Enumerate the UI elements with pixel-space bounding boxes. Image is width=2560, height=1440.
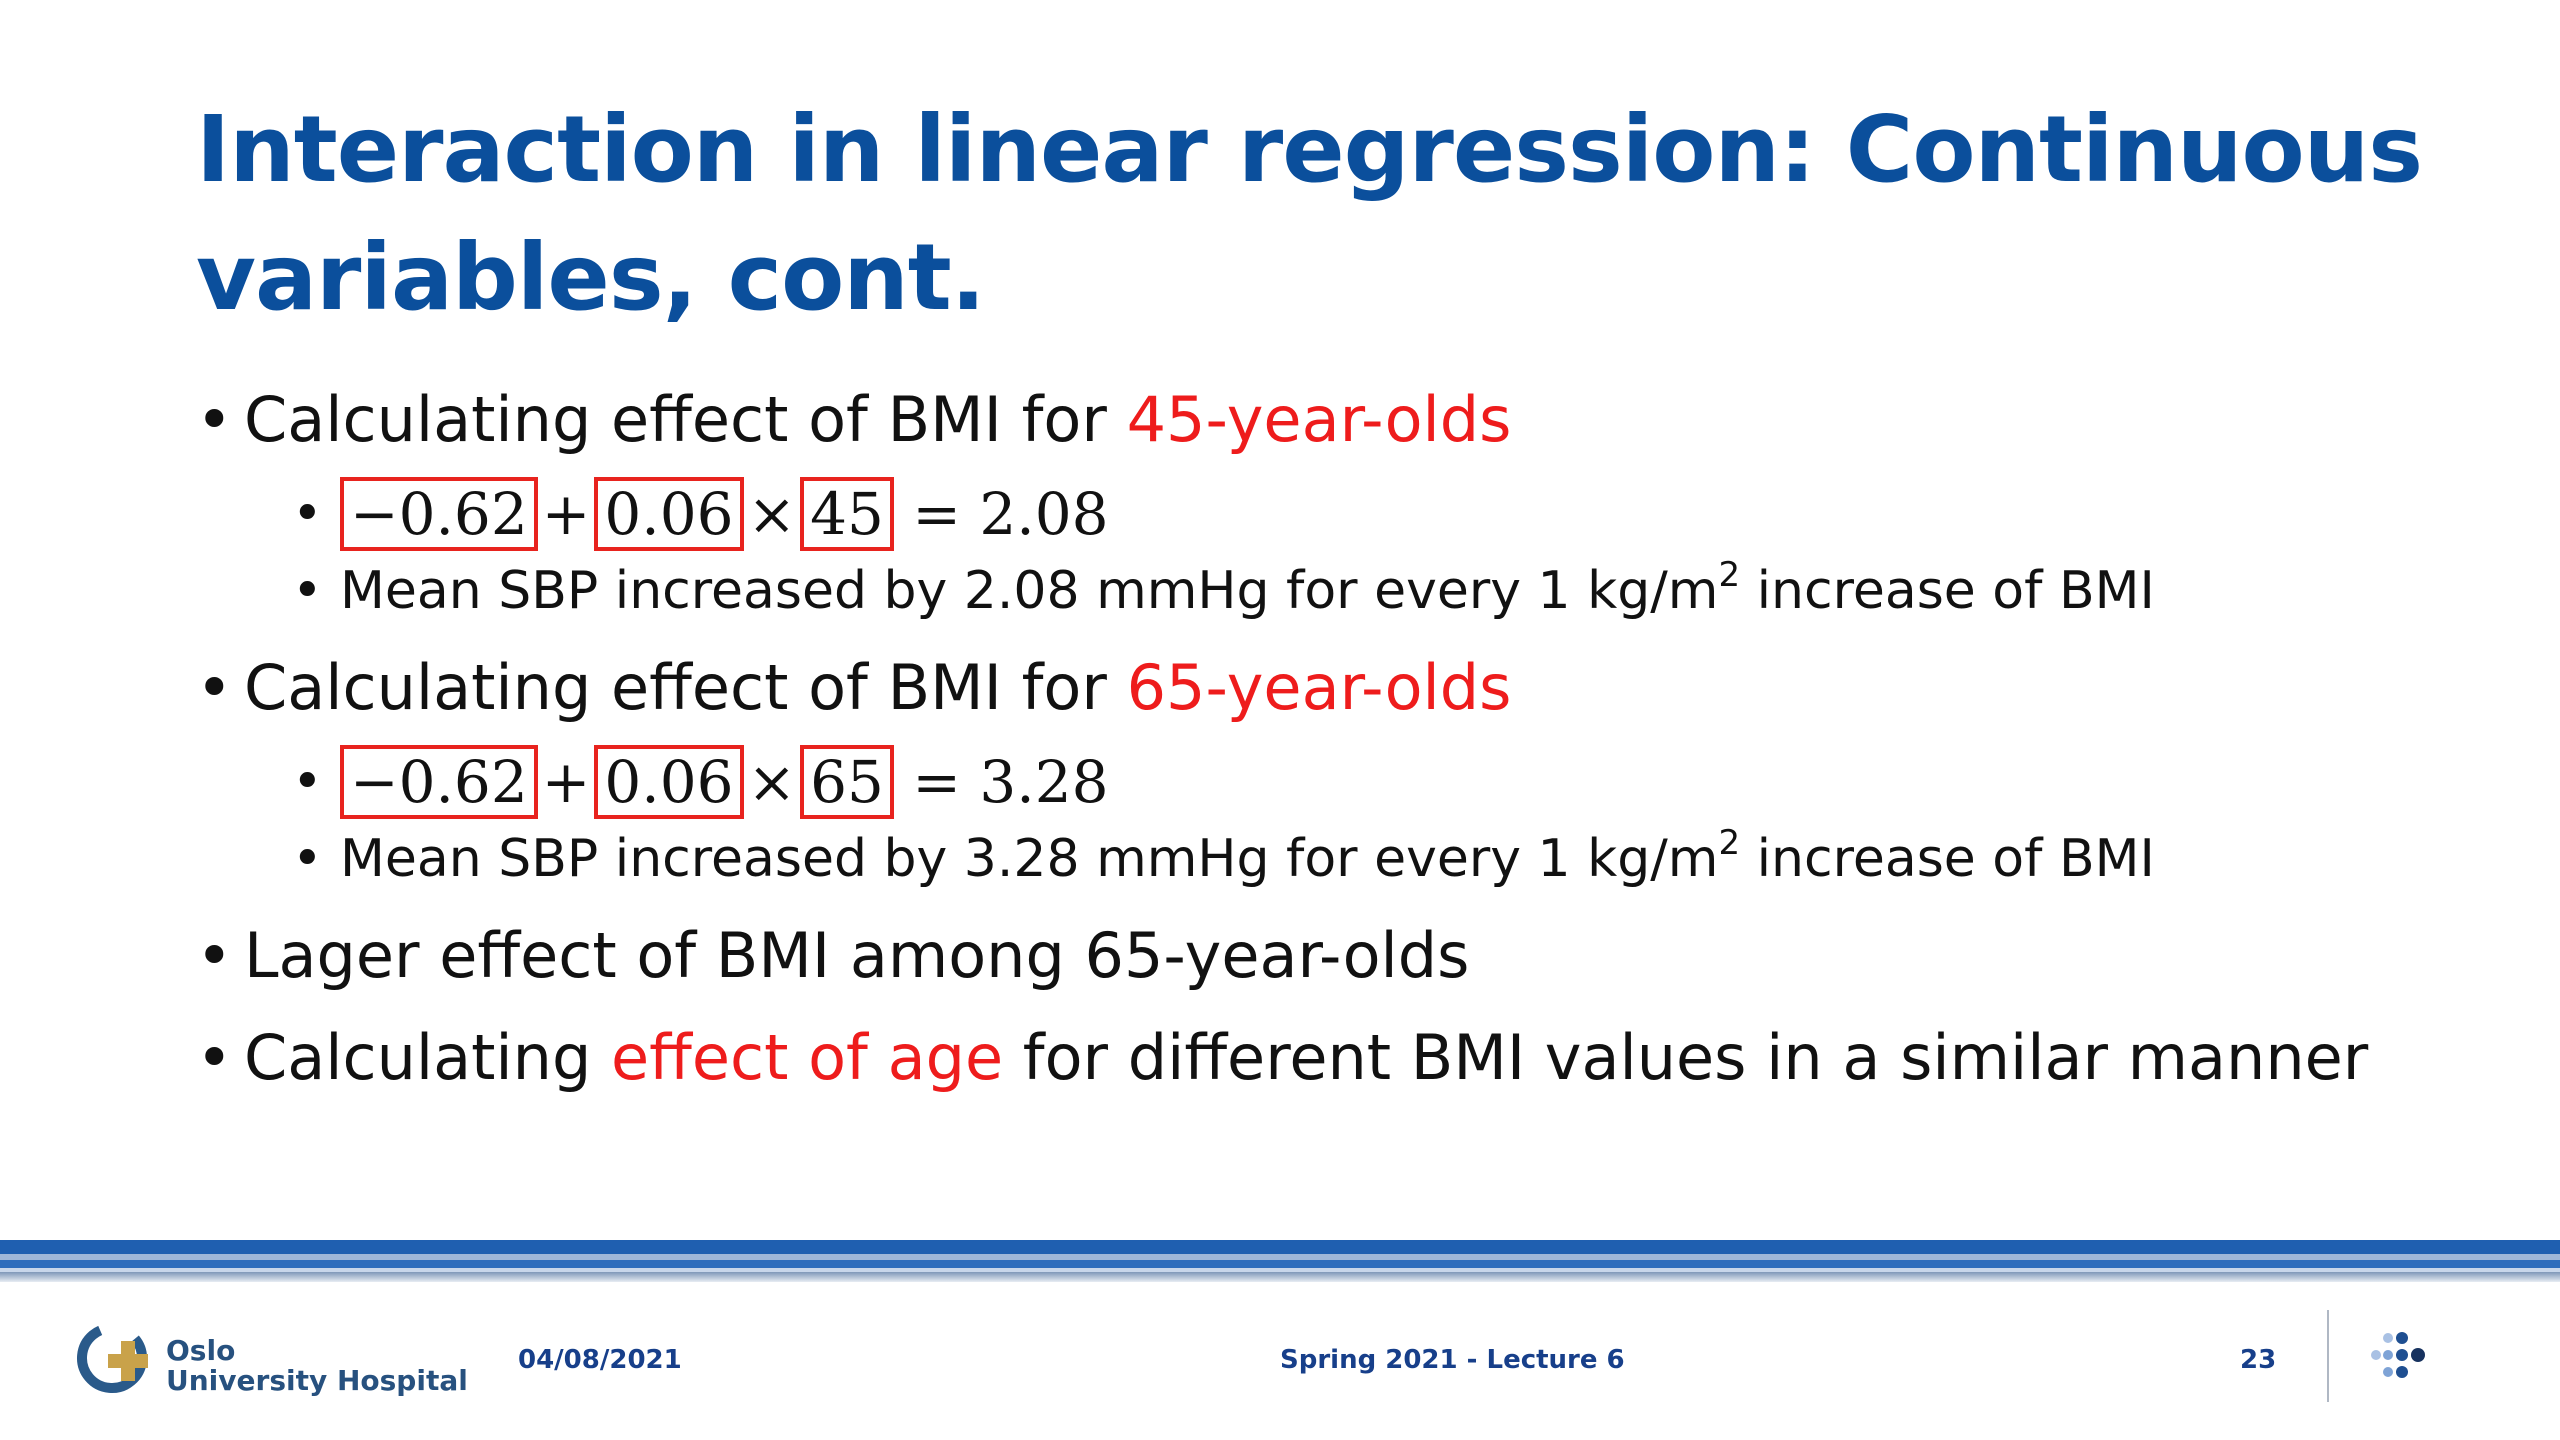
bullet-effect-of-age: • Calculating effect of age for differen… — [196, 1018, 2446, 1098]
footer-band-shadow — [0, 1272, 2560, 1282]
logo-line-2: University Hospital — [166, 1364, 468, 1397]
formula-45: • −0.62 +0.06 × 45 = 2.08 — [292, 472, 2446, 556]
bullet-text: Calculating effect of BMI for — [244, 383, 1127, 456]
footer-divider — [2327, 1310, 2329, 1402]
formula-times: × — [747, 748, 797, 816]
note-superscript: 2 — [1718, 555, 1741, 595]
formula-intercept-box: −0.62 — [340, 477, 538, 551]
note-text: Mean SBP increased by 2.08 mmHg for ever… — [340, 561, 1719, 621]
footer-band-thin — [0, 1268, 2560, 1272]
slide-content: • Calculating effect of BMI for 45-year-… — [196, 380, 2446, 1098]
formula-result: = 3.28 — [912, 748, 1109, 816]
footer-band — [0, 1240, 2560, 1254]
footer-lecture: Spring 2021 - Lecture 6 — [1280, 1345, 1625, 1375]
note-text: Mean SBP increased by 3.28 mmHg for ever… — [340, 829, 1719, 889]
formula-result: = 2.08 — [912, 480, 1109, 548]
bullet-marker: • — [196, 1021, 233, 1094]
slide-title: Interaction in linear regression: Contin… — [196, 96, 2423, 331]
footer-date: 04/08/2021 — [518, 1345, 682, 1375]
bullet-marker: • — [196, 651, 233, 724]
bullet-highlight: 45-year-olds — [1126, 383, 1512, 456]
footer-band-light — [0, 1254, 2560, 1260]
bullet-marker: • — [292, 829, 323, 889]
logo-text: Oslo University Hospital — [166, 1336, 468, 1396]
formula-age-box: 45 — [800, 477, 894, 551]
formula-age-box: 65 — [800, 745, 894, 819]
formula-coefficient-box: 0.06 — [594, 745, 744, 819]
page-number: 23 — [2240, 1345, 2277, 1375]
bullet-marker: • — [292, 752, 323, 812]
formula-coefficient-box: 0.06 — [594, 477, 744, 551]
bullet-marker: • — [196, 383, 233, 456]
bullet-text: Calculating effect of BMI for — [244, 651, 1127, 724]
bullet-text-suffix: for different BMI values in a similar ma… — [1003, 1021, 2369, 1094]
note-tail: increase of BMI — [1740, 561, 2155, 621]
footer-band-mid — [0, 1260, 2560, 1268]
formula-65: • −0.62 +0.06 × 65 = 3.28 — [292, 740, 2446, 824]
bullet-larger-effect: • Lager effect of BMI among 65-year-olds — [196, 916, 2446, 996]
formula-intercept-box: −0.62 — [340, 745, 538, 819]
bullet-highlight: 65-year-olds — [1126, 651, 1512, 724]
bullet-text: Lager effect of BMI among 65-year-olds — [244, 919, 1470, 992]
formula-plus: + — [541, 480, 591, 548]
formula-plus: + — [541, 748, 591, 816]
logo-line-1: Oslo — [166, 1334, 236, 1367]
note-tail: increase of BMI — [1740, 829, 2155, 889]
note-65: • Mean SBP increased by 3.28 mmHg for ev… — [292, 824, 2446, 894]
note-45: • Mean SBP increased by 2.08 mmHg for ev… — [292, 556, 2446, 626]
hospital-logo-icon — [77, 1323, 148, 1393]
bullet-65-year-olds: • Calculating effect of BMI for 65-year-… — [196, 648, 2446, 728]
bullet-marker: • — [292, 561, 323, 621]
bullet-marker: • — [292, 484, 323, 544]
note-superscript: 2 — [1718, 823, 1741, 863]
bullet-text: Calculating — [244, 1021, 612, 1094]
bullet-45-year-olds: • Calculating effect of BMI for 45-year-… — [196, 380, 2446, 460]
dots-logo-icon — [2371, 1332, 2425, 1378]
formula-times: × — [747, 480, 797, 548]
bullet-marker: • — [196, 919, 233, 992]
bullet-highlight: effect of age — [611, 1021, 1004, 1094]
